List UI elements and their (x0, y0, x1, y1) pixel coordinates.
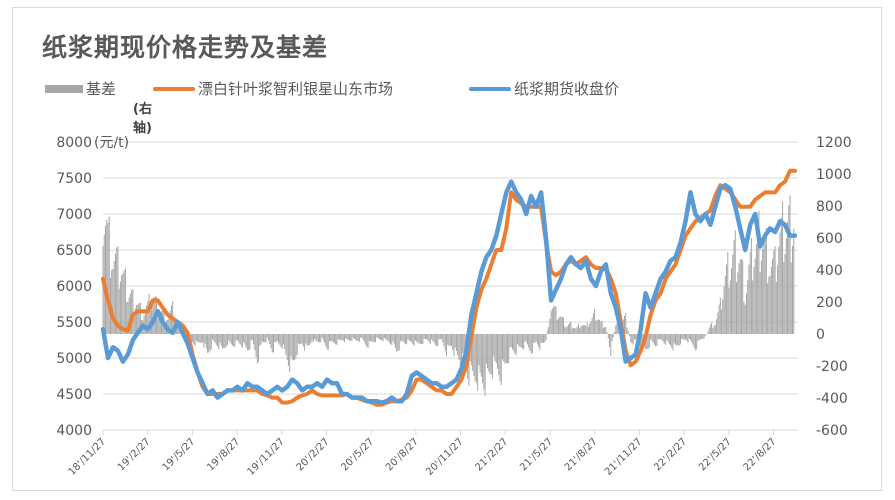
x-axis-tick-label: 22'/8/27 (742, 436, 779, 473)
x-axis-tick-label: 19'/2/27 (116, 436, 153, 473)
x-axis-tick-label: 22'/5/27 (697, 436, 734, 473)
right-axis-ticks: 1200 1000 800 600 400 200 0 -200 -400 -600 (816, 135, 852, 439)
x-axis-tick-label: 20'/5/27 (339, 436, 376, 473)
left-axis-tick-label: 8000 (56, 135, 92, 151)
chart-title: 纸浆期现价格走势及基差 (42, 33, 329, 62)
legend-label-futures: 纸浆期货收盘价 (514, 80, 620, 98)
x-axis-tick-label: 20'/2/27 (295, 436, 332, 473)
right-axis-tick-label: 600 (816, 231, 843, 247)
left-axis-tick-label: 6000 (56, 279, 92, 295)
legend-label-basis: 基差 (86, 80, 117, 98)
gridlines (103, 141, 798, 395)
left-axis-tick-label: 7500 (56, 171, 92, 187)
x-axis-tick-label: 20'/8/27 (384, 436, 421, 473)
right-axis-tick-label: 400 (816, 263, 843, 279)
left-axis-tick-label: 5000 (56, 351, 92, 367)
x-axis-tick-label: 22'/2/27 (652, 436, 689, 473)
basis-bar-swatch-icon (45, 84, 83, 93)
left-axis-tick-label: 4500 (56, 387, 92, 403)
x-axis-tick-label: 19'/11/27 (245, 436, 286, 477)
x-axis-tick-label: 19'/5/27 (161, 436, 198, 473)
left-axis-tick-label: 5500 (56, 315, 92, 331)
x-axis-tick-label: 21'/8/27 (563, 436, 600, 473)
right-axis-tick-label: 0 (816, 327, 825, 343)
right-axis-tick-label: 800 (816, 199, 843, 215)
right-axis-tick-label: 1200 (816, 135, 852, 151)
left-axis-unit: (元/t) (94, 135, 129, 151)
legend-item-futures: 纸浆期货收盘价 (469, 78, 619, 99)
x-axis-tick-label: 21'/11/27 (603, 436, 644, 477)
left-axis-tick-label: 4000 (56, 423, 92, 439)
left-axis-ticks: 8000 7500 7000 6500 6000 5500 5000 4500 4000 (元/t… (56, 135, 129, 439)
x-axis-tick-label: 18'/11/27 (67, 436, 108, 477)
spot-price-line (101, 168, 797, 407)
x-axis-tick-label: 20'/11/27 (424, 436, 465, 477)
legend-item-basis: 基差 (45, 78, 116, 99)
right-axis-tick-label: 200 (816, 295, 843, 311)
x-axis-tick-label: 21'/2/27 (473, 436, 510, 473)
left-axis-tick-label: 7000 (56, 207, 92, 223)
spot-line-swatch-icon (153, 86, 195, 91)
right-axis-tick-label: -200 (816, 359, 848, 375)
futures-price-line (100, 179, 798, 405)
left-axis-tick-label: 6500 (56, 243, 92, 259)
x-axis-tick-label: 19'/8/27 (205, 436, 242, 473)
legend-label-spot: 漂白针叶浆智利银星山东市场 (198, 80, 394, 98)
x-axis-tick-label: 21'/5/27 (518, 436, 555, 473)
legend-basis-right-axis-note: (右轴) (133, 102, 152, 136)
legend-item-spot: 漂白针叶浆智利银星山东市场 (153, 78, 393, 99)
x-axis-ticks: 18'/11/27 19'/2/27 19'/5/27 19'/8/27 19'/11/… (67, 430, 779, 478)
right-axis-tick-label: -600 (816, 423, 848, 439)
right-axis-tick-label: -400 (816, 391, 848, 407)
futures-line-swatch-icon (469, 86, 511, 91)
right-axis-tick-label: 1000 (816, 167, 852, 183)
